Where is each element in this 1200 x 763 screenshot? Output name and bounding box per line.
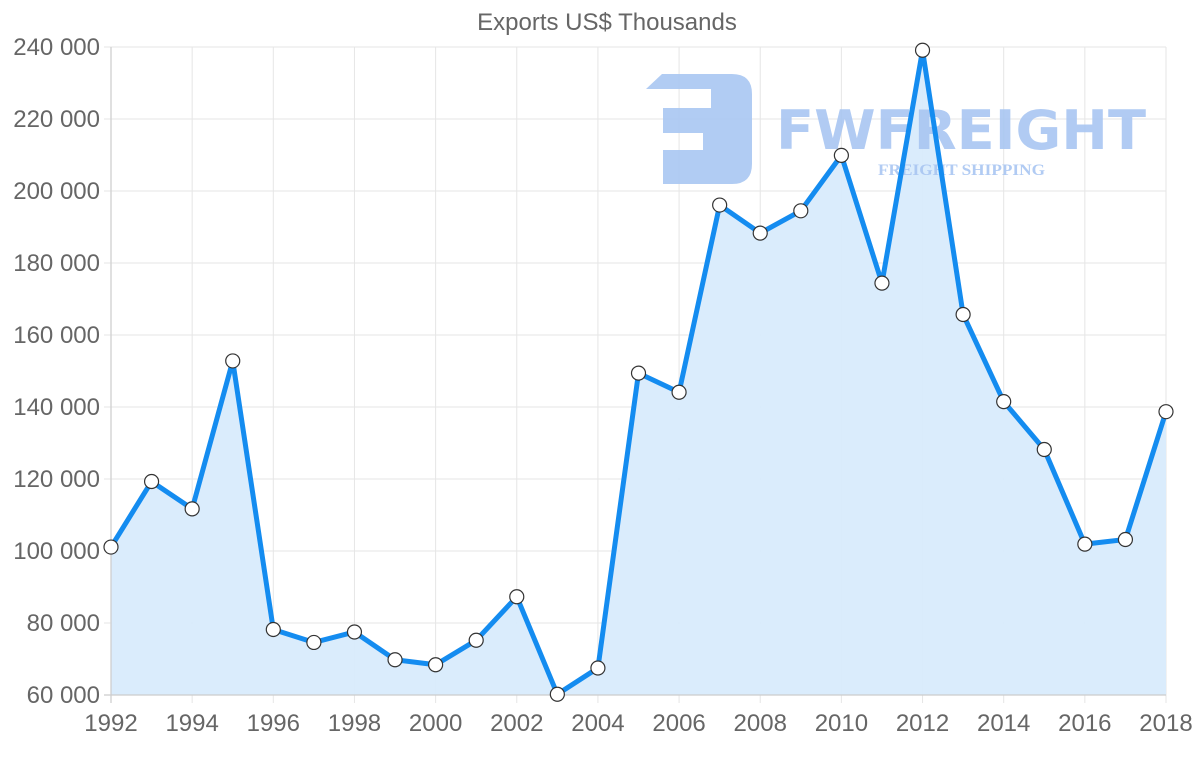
data-point[interactable] <box>590 660 606 676</box>
x-tick-label: 1992 <box>84 710 137 737</box>
data-point[interactable] <box>671 384 687 400</box>
data-point[interactable] <box>1077 536 1093 552</box>
y-tick-label: 220 000 <box>13 106 100 133</box>
axes <box>104 47 1166 703</box>
data-point[interactable] <box>103 539 119 555</box>
x-axis-labels: 1992 1994 1996 1998 2000 2002 2004 2006 2008 2010… <box>84 710 1192 737</box>
data-point[interactable] <box>874 275 890 291</box>
data-point[interactable] <box>428 657 444 673</box>
data-point[interactable] <box>468 632 484 648</box>
x-tick-label: 2010 <box>815 710 868 737</box>
data-point[interactable] <box>996 394 1012 410</box>
data-point[interactable] <box>1158 404 1174 420</box>
brand-tagline: FREIGHT SHIPPING <box>878 162 1046 179</box>
x-tick-label: 2002 <box>490 710 543 737</box>
data-point[interactable] <box>1036 441 1052 458</box>
y-tick-label: 80 000 <box>27 610 100 637</box>
watermark-logo: FWFREIGHT FREIGHT SHIPPING <box>646 74 1146 184</box>
y-tick-label: 180 000 <box>13 250 100 277</box>
x-tick-label: 1996 <box>247 710 300 737</box>
data-point[interactable] <box>1117 531 1134 548</box>
data-point[interactable] <box>509 589 525 605</box>
data-point[interactable] <box>914 42 931 58</box>
area-fill <box>111 50 1166 696</box>
x-tick-label: 2006 <box>652 710 705 737</box>
brand-name: FWFREIGHT <box>776 99 1146 162</box>
y-tick-label: 100 000 <box>13 538 100 565</box>
data-point[interactable] <box>752 225 768 241</box>
x-tick-label: 2008 <box>734 710 787 737</box>
data-point[interactable] <box>143 473 160 490</box>
x-tick-label: 2012 <box>896 710 949 737</box>
y-tick-label: 120 000 <box>13 466 100 493</box>
y-tick-label: 200 000 <box>13 178 100 205</box>
chart-title: Exports US$ Thousands <box>477 9 737 36</box>
y-axis-labels: 60 000 80 000 100 000 120 000 140 000 160 000… <box>13 34 100 709</box>
data-point[interactable] <box>630 365 647 381</box>
data-point[interactable] <box>306 634 322 651</box>
x-tick-label: 2014 <box>977 710 1030 737</box>
data-point[interactable] <box>793 203 809 219</box>
data-point[interactable] <box>346 624 363 640</box>
data-point[interactable] <box>833 147 849 163</box>
data-point[interactable] <box>265 621 281 638</box>
y-tick-label: 140 000 <box>13 394 100 421</box>
data-point[interactable] <box>955 306 971 323</box>
data-points <box>103 42 1174 702</box>
data-point[interactable] <box>549 686 565 702</box>
y-tick-label: 60 000 <box>27 682 100 709</box>
x-tick-label: 2018 <box>1139 710 1192 737</box>
y-tick-label: 240 000 <box>13 34 100 61</box>
x-tick-label: 1994 <box>165 710 218 737</box>
data-point[interactable] <box>712 197 728 213</box>
y-tick-label: 160 000 <box>13 322 100 349</box>
x-tick-label: 2000 <box>409 710 462 737</box>
data-point[interactable] <box>387 652 403 668</box>
brand-logo-icon <box>646 74 752 184</box>
x-tick-label: 2016 <box>1058 710 1111 737</box>
x-tick-label: 2004 <box>571 710 624 737</box>
x-tick-label: 1998 <box>328 710 381 737</box>
data-point[interactable] <box>184 501 200 517</box>
area-fill-path <box>111 50 1166 696</box>
data-point[interactable] <box>225 353 241 369</box>
